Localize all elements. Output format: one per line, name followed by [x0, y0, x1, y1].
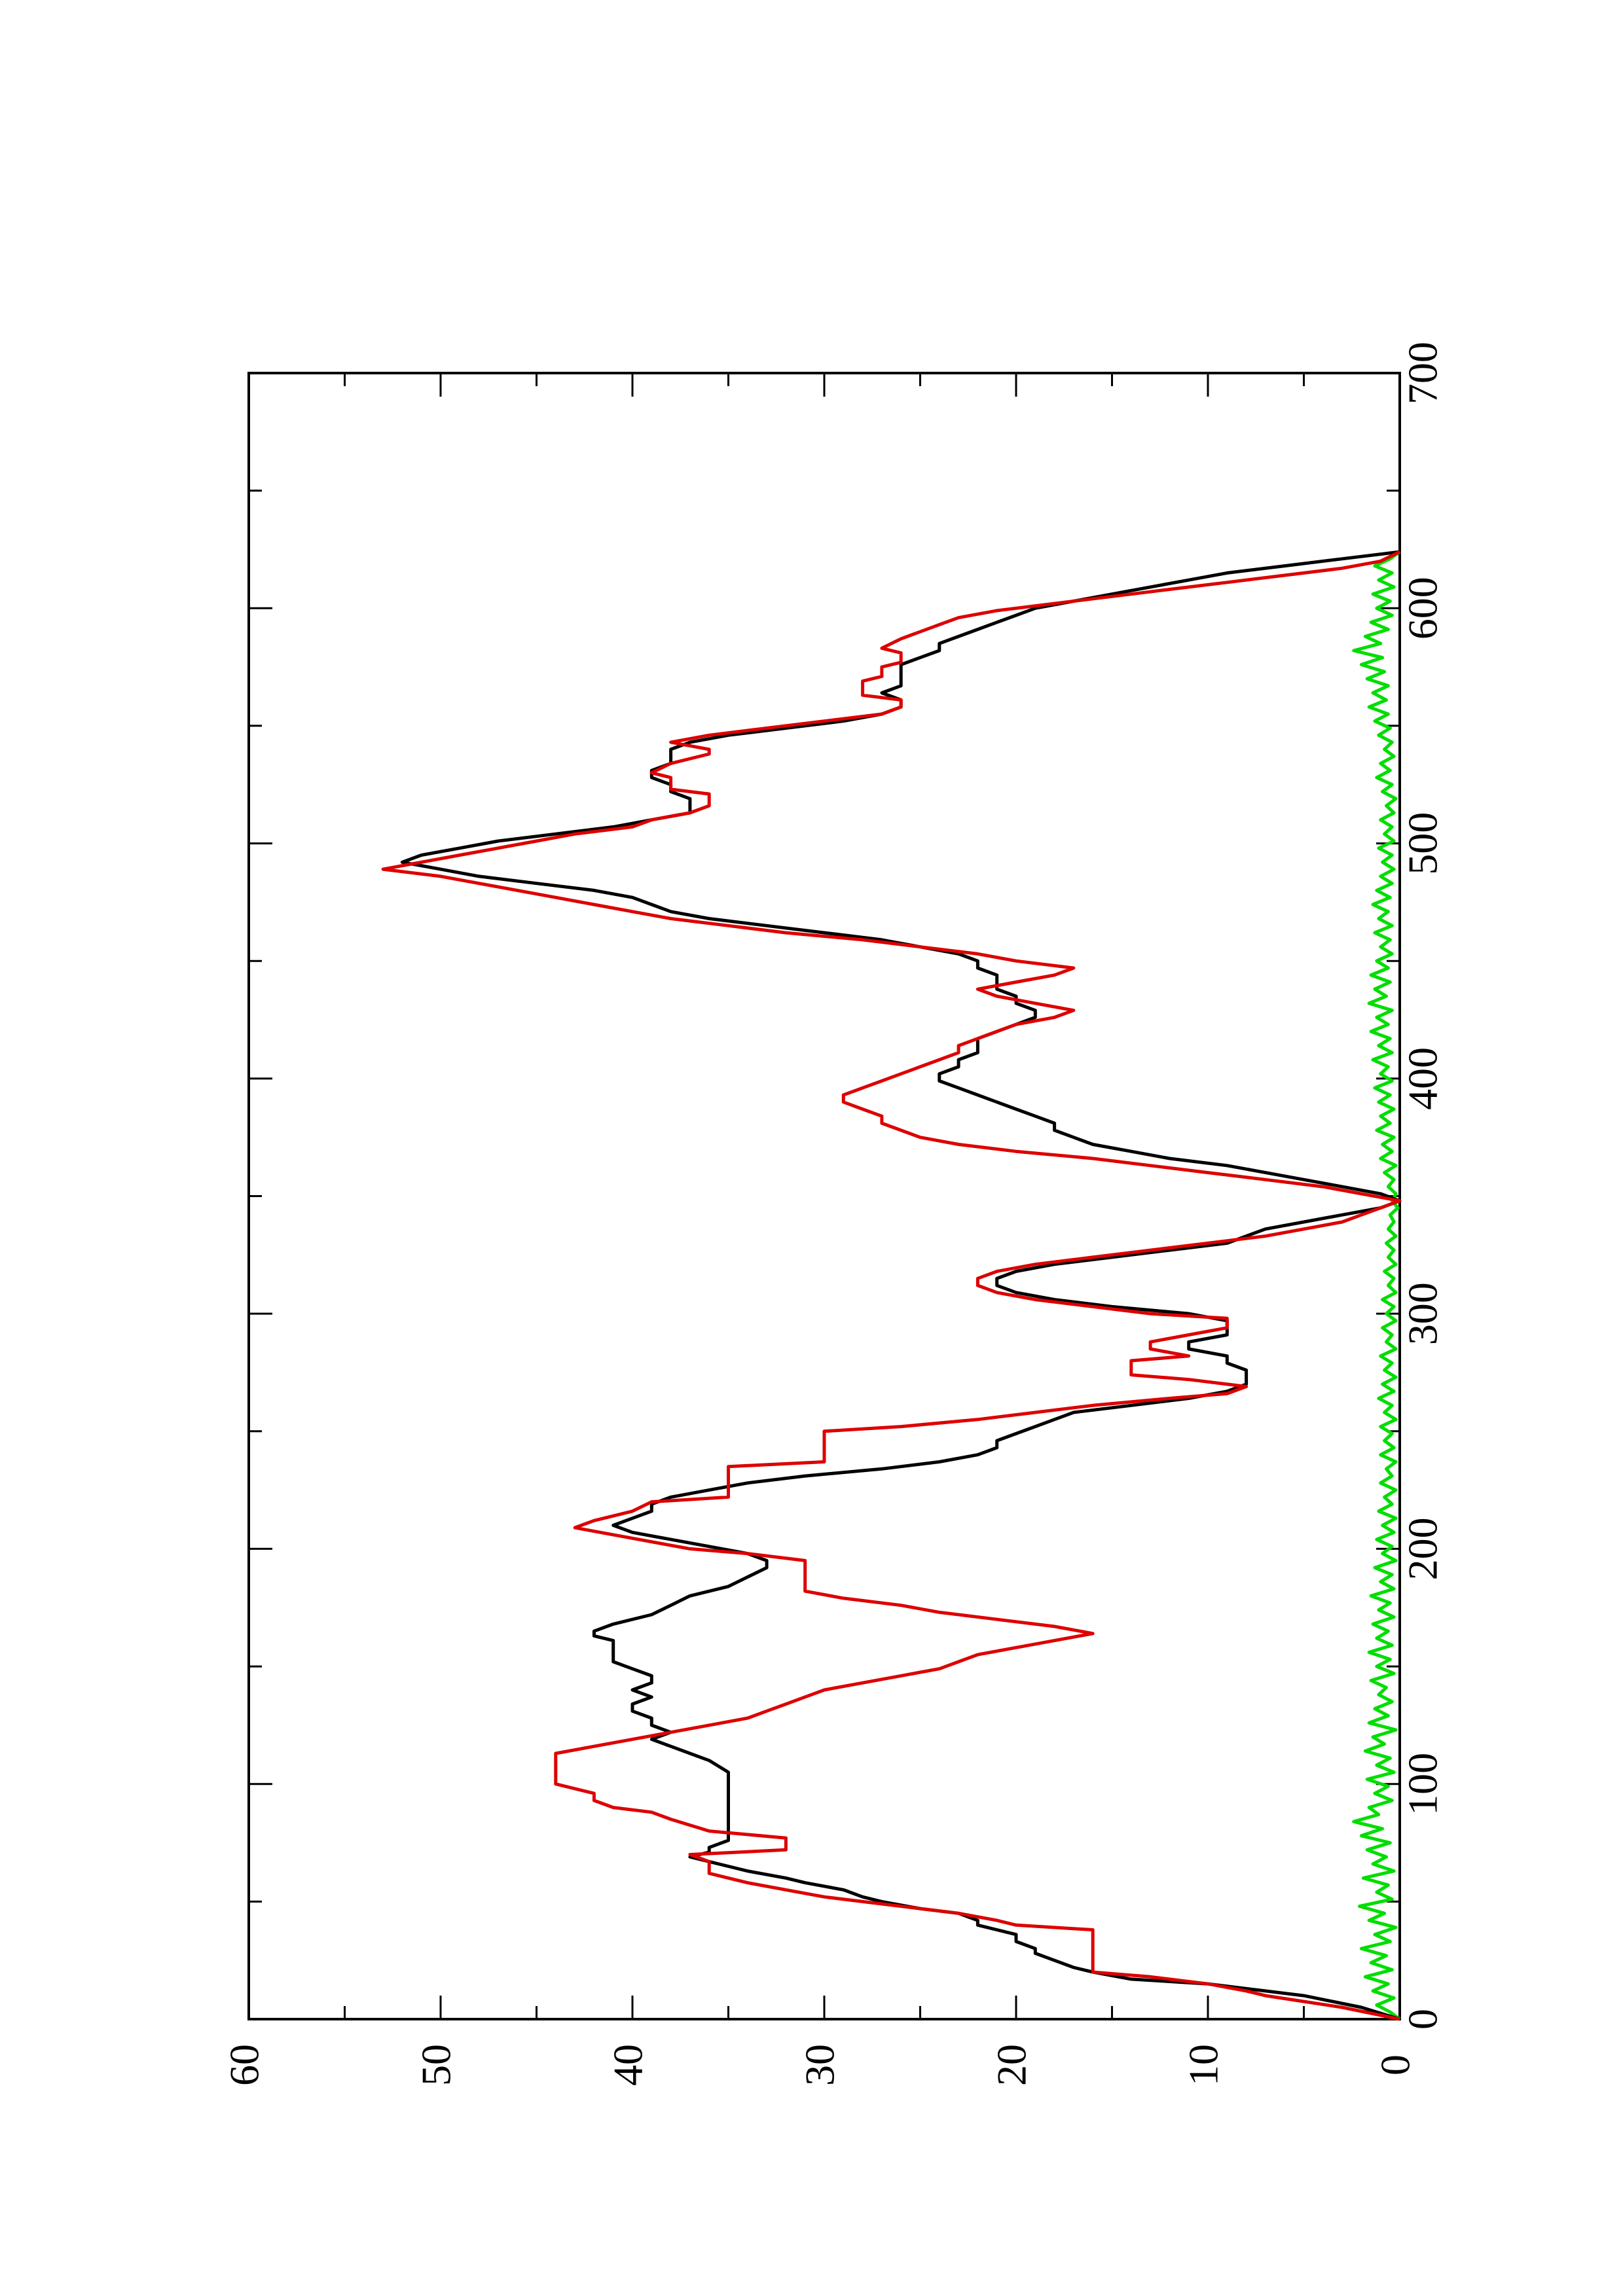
y-tick-label: 40	[605, 2044, 651, 2086]
axis-tick-labels: 0 100 200 300 400 500 600 700 0 10 20 30 40 50 60	[221, 342, 1446, 2086]
series-line-red	[381, 550, 1402, 2021]
y-tick-label: 50	[413, 2044, 460, 2086]
x-tick-label: 500	[1400, 812, 1446, 875]
y-tick-label: 30	[797, 2044, 843, 2086]
series-line-green	[1352, 550, 1401, 2021]
x-tick-label: 300	[1400, 1282, 1446, 1345]
x-tick-label: 600	[1400, 577, 1446, 639]
y-tick-label: 60	[221, 2044, 268, 2086]
x-tick-label: 0	[1400, 2009, 1446, 2030]
x-tick-label: 400	[1400, 1047, 1446, 1110]
series-group	[381, 550, 1402, 2021]
y-tick-label: 20	[989, 2044, 1035, 2086]
axis-ticks	[247, 372, 1401, 2020]
series-line-black	[400, 550, 1402, 2021]
plot-frame	[247, 372, 1401, 2020]
x-tick-label: 100	[1400, 1753, 1446, 1816]
x-tick-label: 700	[1400, 342, 1446, 404]
y-tick-label: 10	[1180, 2044, 1227, 2086]
y-tick-label: 0	[1372, 2054, 1419, 2075]
x-tick-label: 200	[1400, 1517, 1446, 1580]
